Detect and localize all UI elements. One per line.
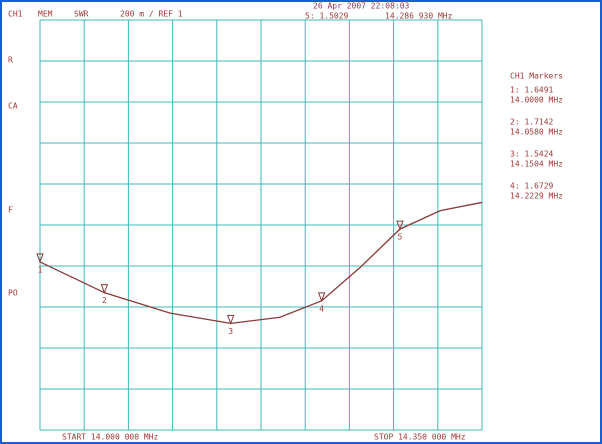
active-marker: 5: 1.5029 xyxy=(305,12,349,21)
marker xyxy=(100,284,109,295)
marker xyxy=(317,292,326,303)
marker-readout: 2: 1.7142 xyxy=(510,118,554,127)
marker-panel-title: CH1 Markers xyxy=(510,72,563,81)
start-freq: START 14.000 000 MHz xyxy=(62,433,159,442)
marker-readout: 3: 1.5424 xyxy=(510,150,554,159)
marker-label: 2 xyxy=(102,296,107,305)
marker-label: 3 xyxy=(228,327,233,336)
side-label: CA xyxy=(8,102,18,111)
scale: 200 m / REF 1 xyxy=(120,10,183,19)
marker-readout: 14.0580 MHz xyxy=(510,128,563,137)
format: SWR xyxy=(74,10,89,19)
marker-label: 4 xyxy=(319,304,324,313)
mode: MEM xyxy=(38,10,53,19)
side-label: R xyxy=(8,56,13,65)
side-label: PO xyxy=(8,289,18,298)
marker-readout: 14.0000 MHz xyxy=(510,96,563,105)
marker-readout: 1: 1.6491 xyxy=(510,86,554,95)
swr-trace xyxy=(39,201,483,325)
marker-readout: 14.2229 MHz xyxy=(510,192,563,201)
stop-freq: STOP 14.350 000 MHz xyxy=(374,433,466,442)
date: 26 Apr 2007 22:08:03 xyxy=(313,2,410,11)
active-freq: 14.286 930 MHz xyxy=(385,12,453,21)
marker-label: 1 xyxy=(38,265,43,274)
marker-label: 5 xyxy=(398,233,403,242)
marker xyxy=(396,220,404,231)
marker-readout: 14.1504 MHz xyxy=(510,160,563,169)
marker-readout: 4: 1.6729 xyxy=(510,182,554,191)
marker xyxy=(36,253,44,264)
side-label: F xyxy=(8,206,13,215)
marker xyxy=(226,314,235,325)
channel: CH1 xyxy=(8,10,23,19)
